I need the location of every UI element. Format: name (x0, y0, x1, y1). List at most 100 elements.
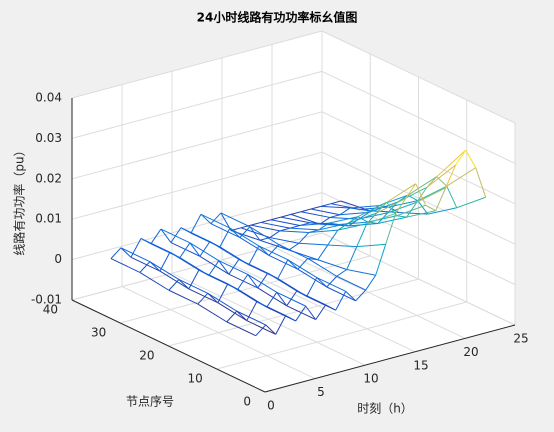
mesh-line (198, 269, 229, 285)
mesh-line (345, 290, 357, 302)
mesh-line (140, 237, 171, 253)
mesh-line (250, 221, 262, 226)
mesh-line (308, 229, 338, 234)
mesh-line (247, 274, 259, 289)
mesh-line (329, 214, 341, 218)
mesh-line (110, 247, 122, 259)
mesh-line (375, 244, 387, 276)
mesh-line (246, 301, 258, 321)
y-tick-label: 10 (187, 372, 202, 386)
mesh-line (300, 208, 312, 213)
mesh-line (208, 260, 220, 276)
mesh-line (366, 212, 396, 225)
mesh-line (407, 194, 419, 202)
mesh-line (327, 229, 339, 246)
mesh-line (386, 201, 398, 217)
mesh-line (290, 211, 302, 215)
mesh-line (280, 216, 310, 224)
mesh-line (199, 241, 211, 257)
mesh-line (130, 238, 142, 258)
mesh-line (110, 258, 141, 273)
mesh-line (268, 244, 280, 256)
mesh-line (465, 149, 477, 168)
mesh-line (226, 321, 256, 337)
mesh-line (427, 207, 457, 215)
y-tick-label: 0 (243, 395, 251, 409)
x-tick-label: 0 (267, 399, 275, 413)
grid-line (71, 111, 323, 180)
grid-line (71, 70, 323, 139)
mesh-line (298, 242, 328, 246)
mesh-line (436, 149, 467, 178)
mesh-line (376, 198, 406, 214)
mesh-line (307, 257, 318, 261)
mesh-line (286, 290, 298, 307)
mesh-line (159, 270, 190, 290)
mesh-line (396, 215, 407, 218)
mesh-line (160, 228, 172, 243)
mesh-line (325, 304, 336, 311)
grid-line (168, 278, 419, 347)
mesh-line (188, 269, 200, 290)
axes-background (72, 31, 515, 392)
mesh-line (218, 260, 230, 275)
mesh-line (190, 214, 202, 234)
grid-line (71, 151, 323, 220)
axis-line (264, 324, 516, 393)
mesh-line (407, 176, 438, 196)
mesh-line (339, 207, 351, 216)
mesh-line (339, 211, 369, 216)
mesh-line (169, 251, 200, 271)
mesh-line (259, 237, 271, 241)
mesh-line (287, 259, 318, 278)
mesh-line (446, 167, 476, 187)
mesh-line (270, 216, 282, 221)
mesh-line (406, 210, 436, 218)
axis-line (71, 299, 266, 393)
mesh-line (237, 274, 249, 290)
mesh-line (475, 167, 487, 198)
mesh-line (317, 244, 329, 261)
mesh-line (365, 274, 377, 291)
mesh (110, 149, 487, 337)
mesh-line (317, 259, 347, 270)
grid-line (120, 255, 371, 324)
mesh-line (259, 239, 290, 251)
mesh-line (290, 213, 321, 225)
mesh-line (310, 205, 322, 210)
mesh-line (385, 213, 397, 245)
mesh-line (276, 292, 288, 307)
labels: -0.01 0 0.01 0.02 0.03 0.04 0 5 10 15 20 25 0 10 20 30 4… (31, 91, 529, 413)
mesh-line (316, 277, 346, 292)
mesh-line (275, 315, 287, 335)
mesh-line (355, 289, 367, 302)
mesh-line (456, 196, 486, 209)
mesh-line (197, 292, 209, 305)
mesh-line (240, 224, 252, 229)
mesh-line (347, 212, 377, 224)
mesh-line (228, 259, 240, 275)
mesh-line (416, 187, 428, 203)
mesh-line (265, 324, 277, 335)
mesh-line (297, 258, 309, 270)
mesh-line (425, 204, 436, 212)
mesh-line (446, 185, 458, 208)
mesh-line (417, 200, 429, 215)
mesh-line (197, 303, 228, 323)
axes-area (72, 31, 515, 392)
mesh-line (209, 241, 240, 260)
mesh-line (149, 261, 180, 280)
mesh-line (300, 211, 330, 218)
mesh-line (180, 227, 211, 242)
mesh-line (306, 277, 318, 297)
mesh-line (260, 221, 290, 229)
mesh-line (236, 310, 266, 326)
mesh-line (368, 201, 398, 213)
mesh-line (256, 301, 286, 316)
mesh-line (120, 247, 151, 263)
mesh-line (289, 224, 301, 229)
mesh-line (297, 268, 328, 288)
mesh-line (406, 202, 418, 218)
mesh-line (227, 283, 258, 303)
mesh-line (247, 274, 278, 293)
